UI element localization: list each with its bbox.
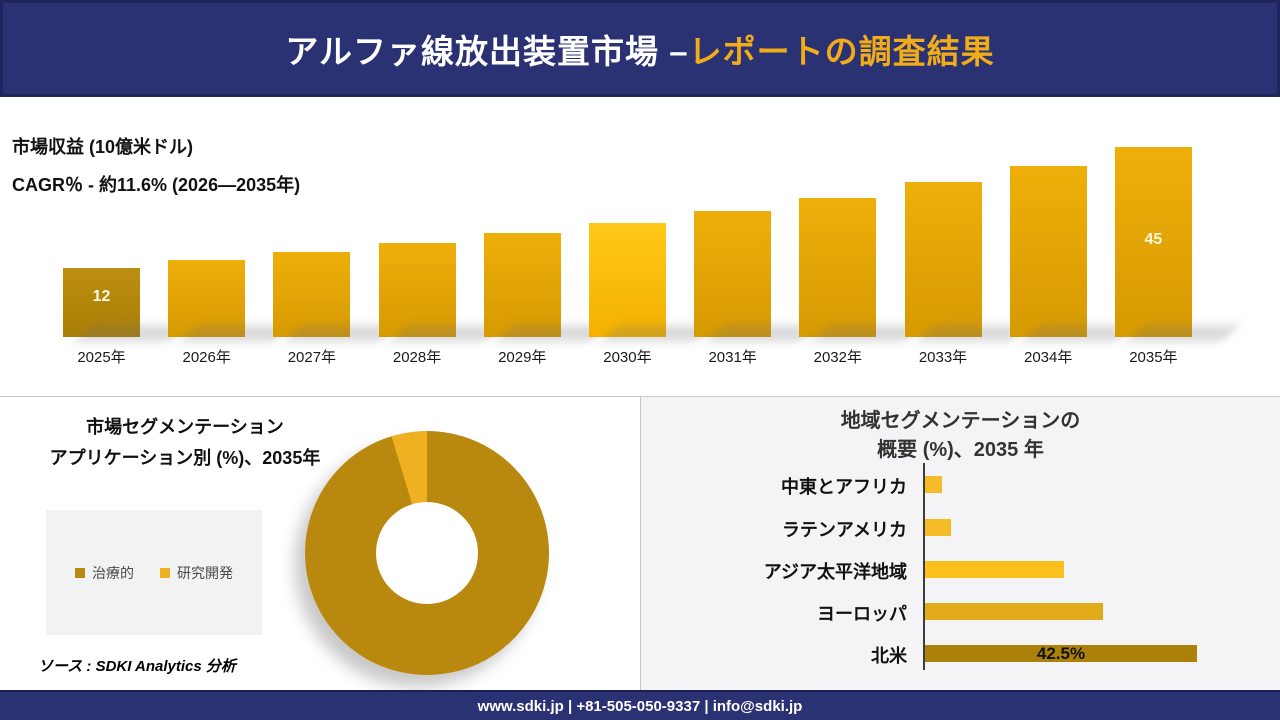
regional-axis-line (923, 463, 925, 670)
revenue-bar-2026年 (168, 260, 246, 337)
page-title-accent: レポートの調査結果 (688, 32, 995, 70)
footer-bar: www.sdki.jp | +81-505-050-9337 | info@sd… (0, 690, 1280, 720)
region-bar-3 (925, 561, 1064, 578)
regional-chart-title-line1: 地域セグメンテーションの (840, 410, 1081, 432)
revenue-bar-2031年 (694, 211, 772, 337)
legend-item-rnd: 研究開発 (160, 563, 233, 583)
year-axis-label: 2032年 (813, 349, 862, 366)
region-bar-1 (925, 476, 942, 493)
page-title-main: アルファ線放出装置市場 – (285, 32, 689, 70)
region-label-1: 中東とアフリカ (781, 477, 907, 497)
source-note: ソース : SDKI Analytics 分析 (38, 658, 236, 675)
application-chart-title-line1: 市場セグメンテーション (86, 417, 284, 437)
revenue-bar-2032年 (799, 198, 877, 337)
application-legend: 治療的 研究開発 (46, 510, 262, 635)
region-label-4: ヨーロッパ (817, 604, 907, 624)
year-axis-label: 2033年 (918, 349, 968, 366)
page-title: アルファ線放出装置市場 –レポートの調査結果 (285, 25, 994, 73)
region-label-2: ラテンアメリカ (781, 520, 907, 540)
revenue-bar-2027年 (273, 252, 351, 337)
year-axis-label: 2026年 (182, 349, 231, 366)
region-bar-2 (925, 519, 951, 536)
legend-swatch-rnd (160, 567, 170, 578)
header-banner: アルファ線放出装置市場 –レポートの調査結果 (0, 0, 1280, 97)
application-chart-title-line2: アプリケーション別 (%)、2035年 (49, 448, 321, 468)
revenue-bar-chart: 12 45 (63, 147, 1192, 337)
revenue-bar-2030年 (588, 223, 666, 337)
year-axis-label: 2027年 (287, 349, 337, 366)
year-axis-label: 2035年 (1129, 349, 1178, 366)
revenue-bar-2033年 (904, 182, 982, 337)
revenue-bar-2025年: 12 (63, 268, 140, 337)
regional-chart-title: 地域セグメンテーションの 概要 (%)、2035 年 (641, 407, 1280, 465)
region-bar-5: 42.5% (925, 643, 1197, 663)
region-bar-4 (925, 603, 1103, 620)
region-label-5: 北米 (871, 646, 907, 666)
legend-label-rnd: 研究開発 (177, 564, 233, 581)
regional-chart-title-line2: 概要 (%)、2035 年 (877, 439, 1044, 461)
revenue-year-axis: 2025年 2026年 2027年 2028年 2029年 2030年 2031年 2032年… (63, 346, 1192, 367)
revenue-cagr-label: CAGR％ - 約11.6% (2026―2035年) (12, 175, 301, 195)
revenue-bar-2028年 (378, 243, 456, 337)
legend-item-therapeutic: 治療的 (75, 563, 134, 583)
application-donut-chart (305, 431, 549, 675)
year-axis-label: 2029年 (498, 349, 547, 366)
regional-segmentation-panel: 地域セグメンテーションの 概要 (%)、2035 年 中東とアフリカ ラテンアメリ… (640, 397, 1280, 690)
year-axis-label: 2034年 (1024, 349, 1073, 366)
year-axis-label: 2030年 (603, 349, 652, 366)
legend-swatch-therapeutic (75, 567, 85, 578)
application-segmentation-panel: 市場セグメンテーション アプリケーション別 (%)、2035年 治療的 研究開発… (0, 397, 640, 690)
revenue-bar-2035年: 45 (1114, 147, 1192, 337)
region-bar-value-label: 42.5% (1036, 643, 1086, 663)
region-label-3: アジア太平洋地域 (763, 562, 907, 582)
year-axis-label: 2028年 (392, 349, 442, 366)
revenue-bar-2034年 (1009, 166, 1087, 337)
year-axis-label: 2031年 (708, 349, 757, 366)
revenue-bar-value-label: 45 (1144, 231, 1163, 248)
footer-contact-line: www.sdki.jp | +81-505-050-9337 | info@sd… (477, 697, 803, 715)
revenue-bar-2029年 (483, 233, 561, 337)
legend-label-therapeutic: 治療的 (92, 564, 134, 581)
year-axis-label: 2025年 (77, 349, 126, 366)
revenue-metric-label: 市場収益 (10億米ドル) (12, 137, 194, 157)
revenue-bar-value-label: 12 (92, 288, 111, 305)
application-chart-title: 市場セグメンテーション アプリケーション別 (%)、2035年 (20, 412, 350, 474)
section-divider (0, 396, 1280, 397)
